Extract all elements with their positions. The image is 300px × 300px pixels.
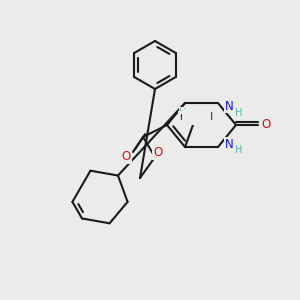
Text: H: H <box>179 108 187 118</box>
Text: methyl: methyl <box>179 112 213 122</box>
Text: H: H <box>235 108 242 118</box>
Text: O: O <box>122 151 130 164</box>
Text: O: O <box>261 118 271 131</box>
Text: O: O <box>153 146 163 160</box>
Text: N: N <box>225 137 234 151</box>
Text: H: H <box>235 145 242 155</box>
Text: N: N <box>225 100 234 112</box>
